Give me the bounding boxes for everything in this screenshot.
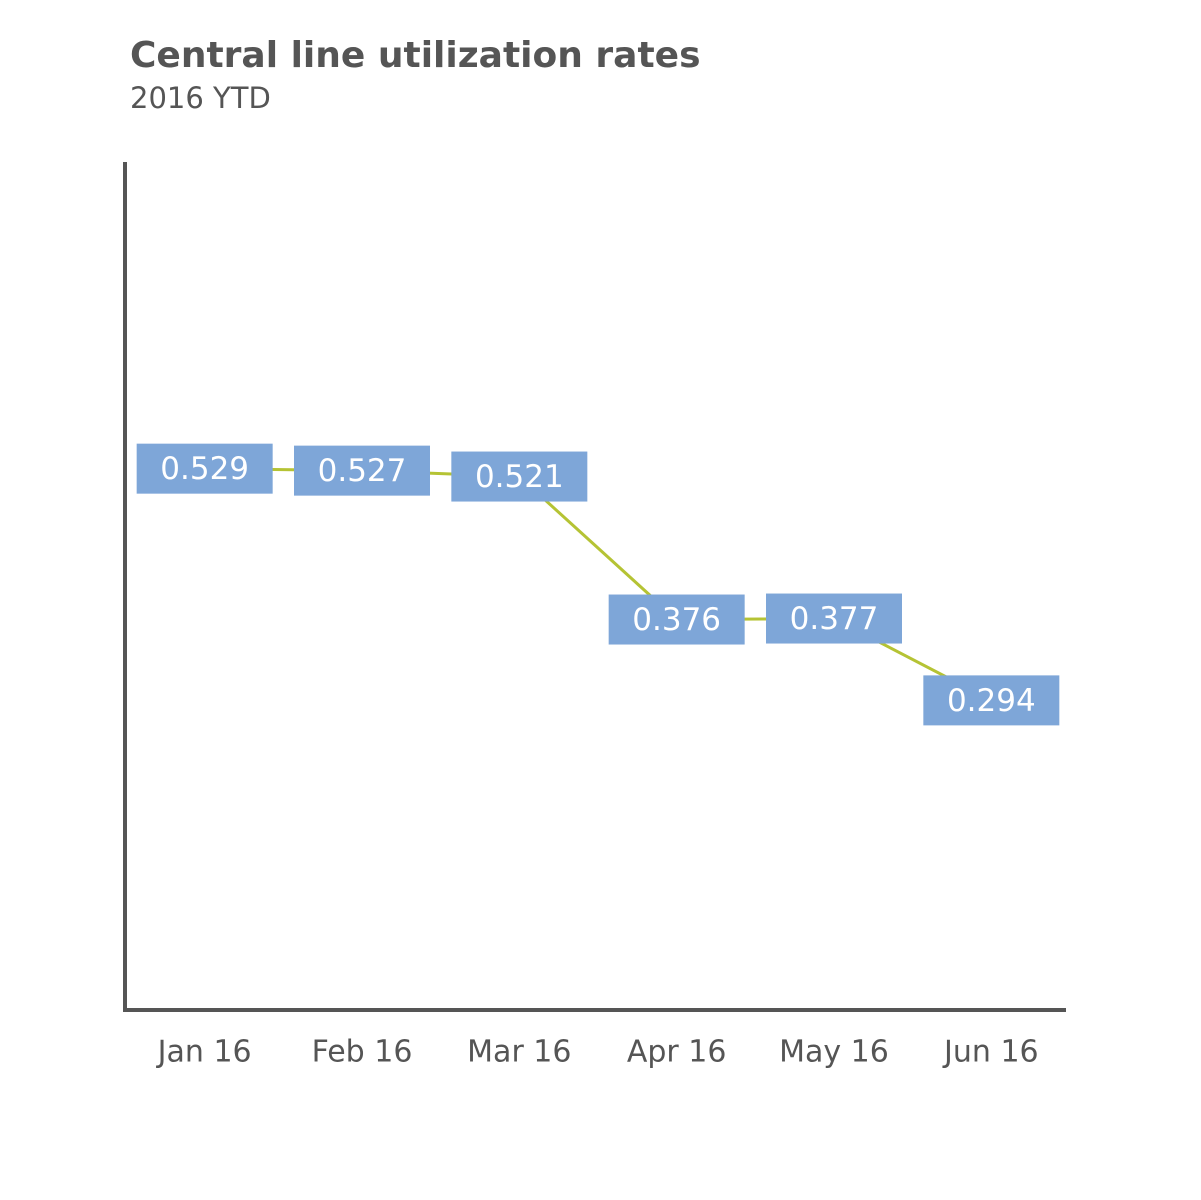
x-tick-label: Mar 16 — [467, 1035, 571, 1070]
chart-title: Central line utilization rates — [130, 35, 701, 76]
data-label-box — [608, 594, 745, 645]
axes — [123, 162, 1066, 1012]
x-tick-label: Jan 16 — [156, 1035, 252, 1070]
x-tick-label: Jun 16 — [942, 1035, 1039, 1070]
data-label: 0.377 — [790, 601, 879, 637]
data-label-box — [451, 451, 588, 502]
data-label: 0.376 — [632, 602, 721, 638]
data-label-box — [766, 593, 902, 644]
chart-subtitle: 2016 YTD — [130, 81, 271, 115]
data-label: 0.294 — [947, 683, 1036, 719]
x-tick-label: May 16 — [779, 1035, 889, 1070]
x-tick-label: Apr 16 — [627, 1035, 727, 1070]
data-label-box — [294, 445, 430, 496]
x-tick-label: Feb 16 — [312, 1035, 413, 1070]
data-label: 0.529 — [160, 451, 249, 487]
data-label-box — [136, 443, 273, 494]
data-label: 0.527 — [318, 453, 407, 489]
data-label-box — [923, 675, 1060, 726]
data-label: 0.521 — [475, 459, 564, 495]
data-line — [204, 467, 993, 702]
